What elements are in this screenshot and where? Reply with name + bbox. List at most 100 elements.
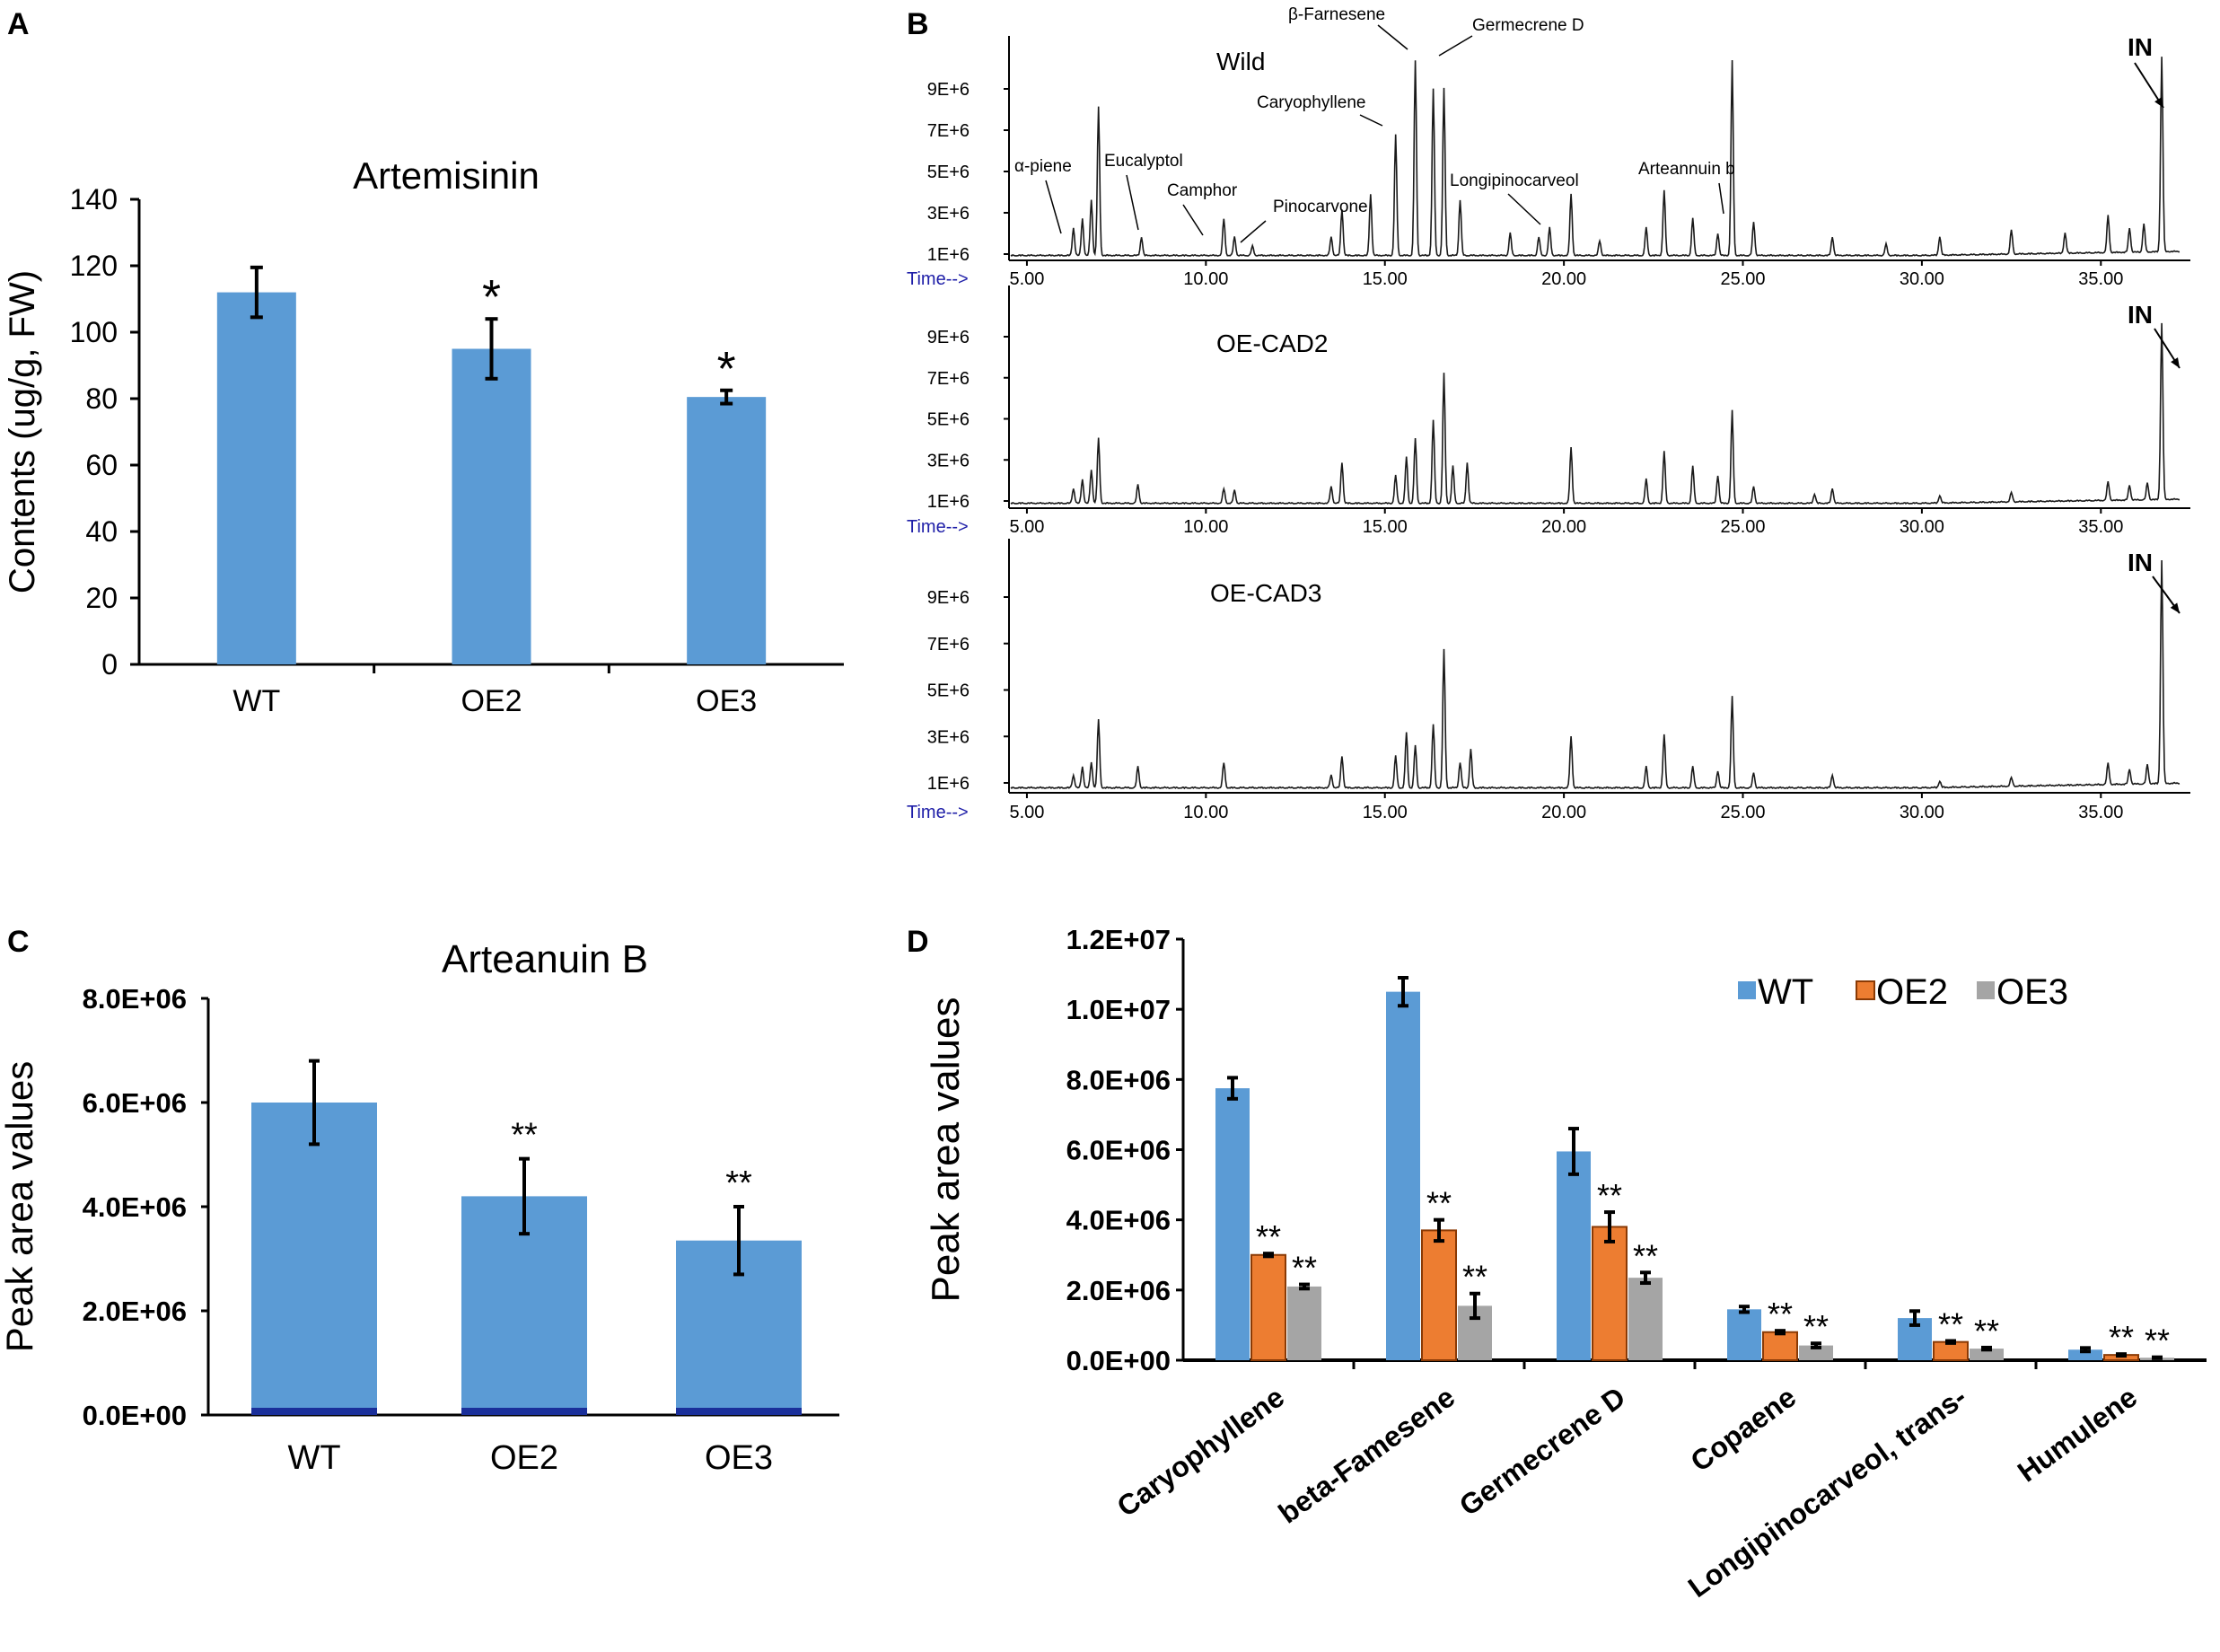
y-tick-label: 0.0E+00	[83, 1400, 187, 1431]
y-tick-label: 60	[85, 449, 118, 481]
y-tick-label: 100	[70, 316, 118, 348]
significance-marker: *	[482, 270, 501, 324]
y-tick-label: 1E+6	[927, 492, 970, 512]
x-tick-label: 35.00	[2078, 517, 2123, 537]
y-axis-label: Peak area values	[0, 1061, 40, 1353]
significance-marker: **	[2109, 1319, 2134, 1356]
y-tick-label: 120	[70, 250, 118, 282]
x-tick-label: 10.00	[1183, 269, 1228, 289]
significance-marker: **	[1292, 1250, 1317, 1287]
y-tick-label: 5E+6	[927, 410, 970, 430]
legend-label: OE3	[1996, 972, 2068, 1012]
y-tick-label: 1.0E+07	[1066, 994, 1171, 1025]
internal-standard-label: IN	[2128, 549, 2153, 576]
x-tick-label: 20.00	[1541, 517, 1586, 537]
significance-marker: **	[1938, 1306, 1963, 1343]
bar-base-strip	[461, 1408, 587, 1415]
significance-marker: **	[2145, 1322, 2170, 1359]
significance-marker: **	[1597, 1177, 1622, 1214]
compound-label: Germecrene D	[1472, 16, 1584, 35]
x-category-label: Copaene	[1685, 1381, 1802, 1479]
x-category-label: Humulene	[2012, 1381, 2143, 1489]
y-tick-label: 80	[85, 382, 118, 415]
bar-oe3	[1799, 1345, 1833, 1360]
x-category-label: beta-Famesene	[1272, 1381, 1461, 1530]
x-category-label: OE3	[696, 684, 757, 718]
time-axis-label: Time-->	[907, 803, 969, 822]
bar-oe2	[452, 348, 531, 664]
x-category-label: Longipinocarveol, trans-	[1682, 1381, 1972, 1604]
y-tick-label: 3E+6	[927, 727, 970, 747]
sample-name: OE-CAD2	[1216, 330, 1328, 357]
x-category-label: OE2	[461, 684, 522, 718]
internal-standard-arrowhead	[2154, 97, 2163, 108]
sample-name: Wild	[1216, 48, 1265, 75]
y-tick-label: 20	[85, 582, 118, 614]
y-tick-label: 3E+6	[927, 204, 970, 224]
compound-label: Arteannuin b	[1638, 160, 1735, 179]
panel-letter-b: B	[907, 7, 929, 41]
y-tick-label: 7E+6	[927, 121, 970, 141]
significance-marker: **	[511, 1117, 538, 1155]
compound-label: Longipinocarveol	[1450, 171, 1579, 190]
y-tick-label: 140	[70, 183, 118, 215]
panel-letter-c: C	[7, 925, 30, 959]
x-tick-label: 5.00	[1009, 803, 1044, 822]
x-tick-label: 20.00	[1541, 803, 1586, 822]
compound-label: Pinocarvone	[1273, 198, 1368, 216]
y-axis-label: Contents (ug/g, FW)	[3, 270, 42, 593]
x-tick-label: 5.00	[1009, 517, 1044, 537]
significance-marker: **	[1462, 1259, 1487, 1296]
significance-marker: **	[1633, 1237, 1658, 1274]
bar-base-strip	[676, 1408, 802, 1415]
internal-standard-arrowhead	[2171, 357, 2180, 368]
x-tick-label: 10.00	[1183, 517, 1228, 537]
x-tick-label: 15.00	[1363, 269, 1408, 289]
compound-pointer	[1240, 220, 1267, 243]
bar-oe3	[1287, 1286, 1321, 1360]
bar-oe3	[1628, 1278, 1663, 1360]
x-tick-label: 20.00	[1541, 269, 1586, 289]
y-tick-label: 2.0E+06	[83, 1296, 187, 1327]
compound-pointer	[1438, 35, 1473, 57]
compound-label: α-piene	[1014, 157, 1072, 176]
y-tick-label: 3E+6	[927, 451, 970, 470]
bar-wt	[1215, 1088, 1250, 1360]
compound-pointer	[1507, 193, 1541, 225]
x-category-label: WT	[233, 684, 280, 718]
significance-marker: **	[1803, 1308, 1829, 1345]
y-tick-label: 9E+6	[927, 328, 970, 347]
y-tick-label: 9E+6	[927, 588, 970, 608]
x-category-label: OE3	[705, 1439, 773, 1477]
panel-a-artemisinin-chart: Artemisinin Contents (ug/g, FW) 0 20 40 60 80 1…	[3, 154, 844, 718]
x-tick-label: 30.00	[1900, 269, 1944, 289]
significance-marker: *	[717, 342, 736, 396]
x-tick-label: 30.00	[1900, 517, 1944, 537]
chromatogram-trace	[1010, 322, 2181, 505]
x-tick-label: 25.00	[1720, 269, 1765, 289]
x-tick-label: 15.00	[1363, 517, 1408, 537]
x-tick-label: 10.00	[1183, 803, 1228, 822]
y-tick-label: 5E+6	[927, 163, 970, 182]
x-tick-label: 25.00	[1720, 803, 1765, 822]
significance-marker: **	[1974, 1313, 1999, 1349]
y-tick-label: 6.0E+06	[83, 1087, 187, 1119]
chart-title: Artemisinin	[353, 154, 540, 197]
panel-d-sesquiterpene-chart: Peak area values 0.0E+00 2.0E+06 4.0E+06 6.0…	[924, 924, 2207, 1604]
compound-pointer	[1045, 180, 1062, 234]
compound-pointer	[1377, 24, 1408, 50]
chart-title: Arteanuin B	[442, 937, 648, 981]
panel-c-arteanuin-b-chart: Arteanuin B Peak area values 0.0E+00 2.0E+0…	[0, 937, 839, 1477]
x-tick-label: 5.00	[1009, 269, 1044, 289]
significance-marker: **	[1768, 1296, 1793, 1332]
legend-swatch-oe2	[1856, 980, 1875, 1000]
internal-standard-arrowhead	[2170, 602, 2180, 613]
y-tick-label: 2.0E+06	[1066, 1275, 1171, 1306]
y-axis-label: Peak area values	[924, 997, 968, 1303]
panel-letter-a: A	[7, 7, 30, 41]
y-tick-label: 6.0E+06	[1066, 1135, 1171, 1166]
bar-oe2	[1762, 1331, 1798, 1361]
y-tick-label: 40	[85, 515, 118, 548]
compound-pointer	[1359, 114, 1383, 127]
significance-marker: **	[725, 1164, 752, 1202]
